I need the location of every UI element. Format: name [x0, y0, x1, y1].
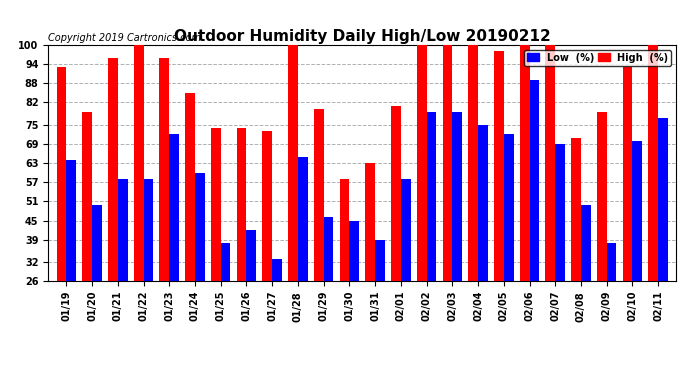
Bar [82, 112, 92, 281]
Bar [108, 58, 118, 281]
Bar [607, 243, 616, 281]
Bar [314, 109, 324, 281]
Bar [442, 45, 453, 281]
Legend: Low  (%), High  (%): Low (%), High (%) [524, 50, 671, 66]
Bar [417, 45, 426, 281]
Bar [494, 51, 504, 281]
Bar [622, 68, 633, 281]
Bar [185, 93, 195, 281]
Bar [520, 45, 529, 281]
Bar [426, 112, 436, 281]
Bar [66, 160, 76, 281]
Bar [144, 179, 153, 281]
Bar [529, 80, 540, 281]
Bar [246, 230, 256, 281]
Bar [134, 45, 144, 281]
Bar [649, 45, 658, 281]
Bar [555, 144, 565, 281]
Bar [118, 179, 128, 281]
Bar [469, 45, 478, 281]
Bar [546, 45, 555, 281]
Bar [288, 45, 298, 281]
Bar [92, 205, 102, 281]
Bar [262, 131, 272, 281]
Bar [581, 205, 591, 281]
Bar [658, 118, 668, 281]
Bar [221, 243, 230, 281]
Bar [237, 128, 246, 281]
Bar [504, 134, 513, 281]
Bar [169, 134, 179, 281]
Bar [597, 112, 607, 281]
Bar [365, 163, 375, 281]
Bar [478, 125, 488, 281]
Bar [453, 112, 462, 281]
Bar [633, 141, 642, 281]
Bar [211, 128, 221, 281]
Bar [571, 138, 581, 281]
Title: Outdoor Humidity Daily High/Low 20190212: Outdoor Humidity Daily High/Low 20190212 [174, 29, 551, 44]
Bar [57, 68, 66, 281]
Bar [339, 179, 349, 281]
Text: Copyright 2019 Cartronics.com: Copyright 2019 Cartronics.com [48, 33, 201, 43]
Bar [298, 157, 308, 281]
Bar [272, 259, 282, 281]
Bar [391, 106, 401, 281]
Bar [159, 58, 169, 281]
Bar [349, 220, 359, 281]
Bar [195, 173, 205, 281]
Bar [324, 217, 333, 281]
Bar [401, 179, 411, 281]
Bar [375, 240, 385, 281]
